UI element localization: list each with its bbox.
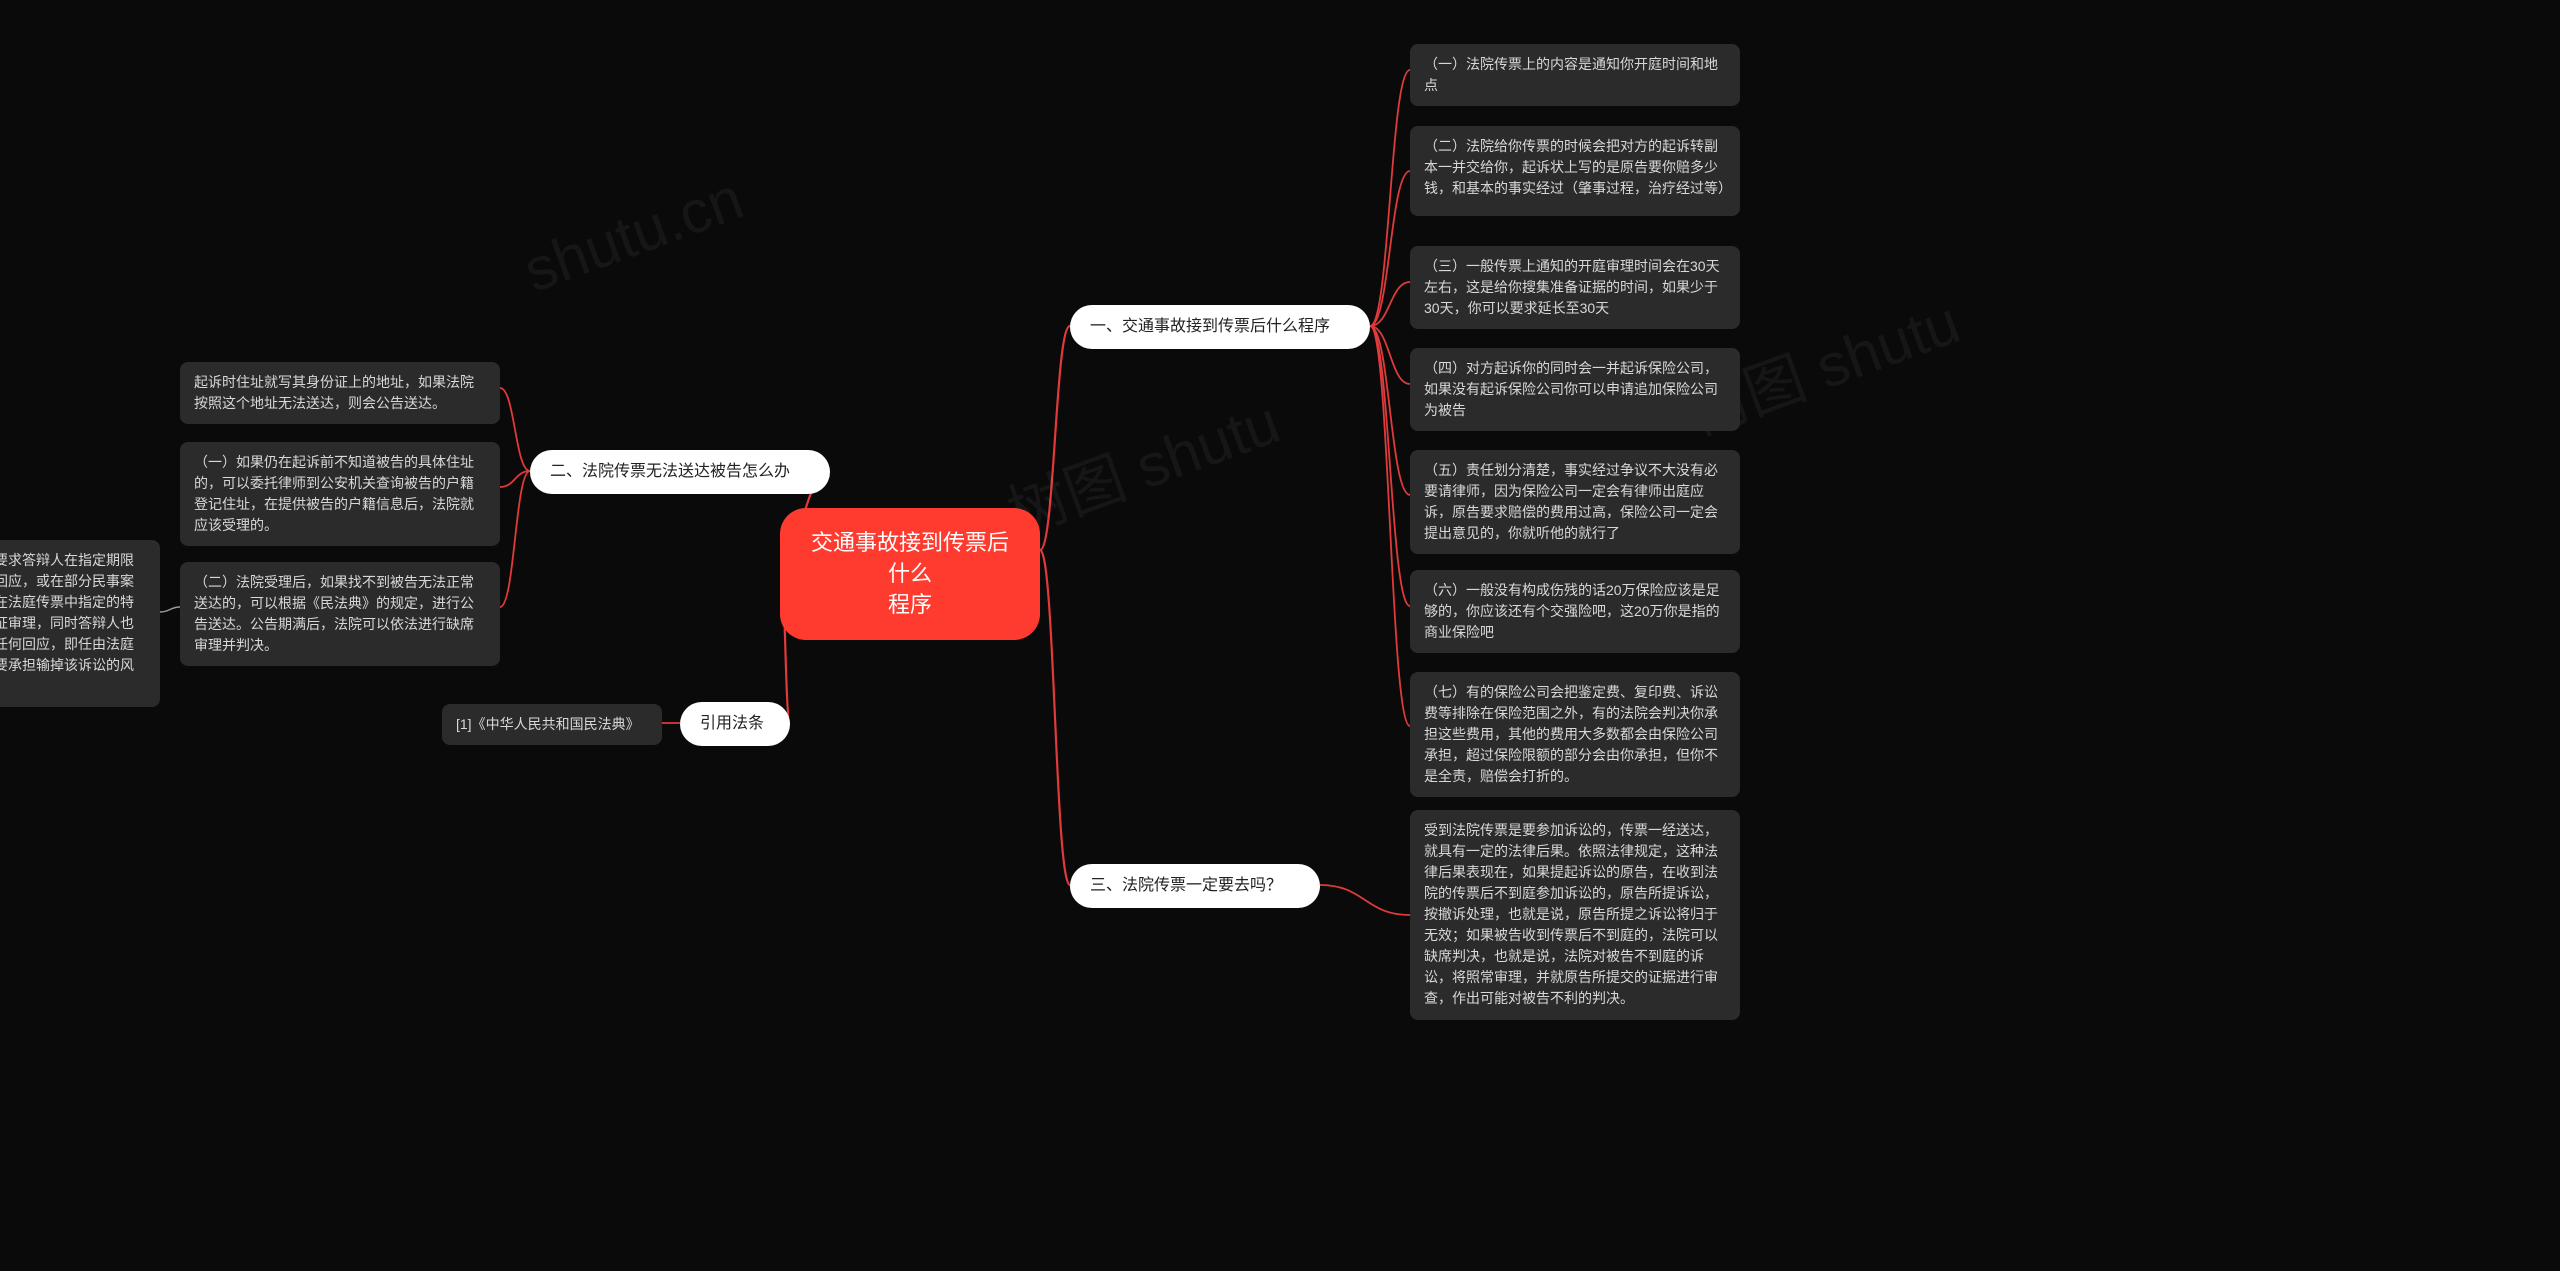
- branch-node[interactable]: 三、法院传票一定要去吗？: [1070, 864, 1320, 908]
- leaf-node[interactable]: （五）责任划分清楚，事实经过争议不大没有必要请律师，因为保险公司一定会有律师出庭…: [1410, 450, 1740, 554]
- leaf-node[interactable]: （六）一般没有构成伤残的话20万保险应该是足够的，你应该还有个交强险吧，这20万…: [1410, 570, 1740, 653]
- mindmap-canvas: shutu.cn树图 shutu树图 shutu交通事故接到传票后什么 程序一、…: [0, 0, 2560, 1271]
- leaf-node[interactable]: [1]《中华人民共和国民法典》: [442, 704, 662, 745]
- leaf-node[interactable]: 受到法院传票是要参加诉讼的，传票一经送达，就具有一定的法律后果。依照法律规定，这…: [1410, 810, 1740, 1020]
- watermark: shutu.cn: [515, 163, 752, 305]
- branch-node[interactable]: 一、交通事故接到传票后什么程序: [1070, 305, 1370, 349]
- leaf-node[interactable]: （四）对方起诉你的同时会一并起诉保险公司，如果没有起诉保险公司你可以申请追加保险…: [1410, 348, 1740, 431]
- leaf-node[interactable]: （三）一般传票上通知的开庭审理时间会在30天左右，这是给你搜集准备证据的时间，如…: [1410, 246, 1740, 329]
- leaf-node[interactable]: （一）法院传票上的内容是通知你开庭时间和地点: [1410, 44, 1740, 106]
- leaf-node[interactable]: （一）如果仍在起诉前不知道被告的具体住址的，可以委托律师到公安机关查询被告的户籍…: [180, 442, 500, 546]
- leaf-node[interactable]: （二）法院受理后，如果找不到被告无法正常送达的，可以根据《民法典》的规定，进行公…: [180, 562, 500, 666]
- leaf-node[interactable]: （二）法院给你传票的时候会把对方的起诉转副本一并交给你，起诉状上写的是原告要你赔…: [1410, 126, 1740, 216]
- leaf-node[interactable]: 通常情况下，法庭传票要求答辩人在指定期限内向法庭提交文件作出回应，或在部分民事案…: [0, 540, 160, 707]
- branch-node[interactable]: 引用法条: [680, 702, 790, 746]
- branch-node[interactable]: 二、法院传票无法送达被告怎么办: [530, 450, 830, 494]
- leaf-node[interactable]: （七）有的保险公司会把鉴定费、复印费、诉讼费等排除在保险范围之外，有的法院会判决…: [1410, 672, 1740, 797]
- leaf-node[interactable]: 起诉时住址就写其身份证上的地址，如果法院按照这个地址无法送达，则会公告送达。: [180, 362, 500, 424]
- root-node[interactable]: 交通事故接到传票后什么 程序: [780, 508, 1040, 640]
